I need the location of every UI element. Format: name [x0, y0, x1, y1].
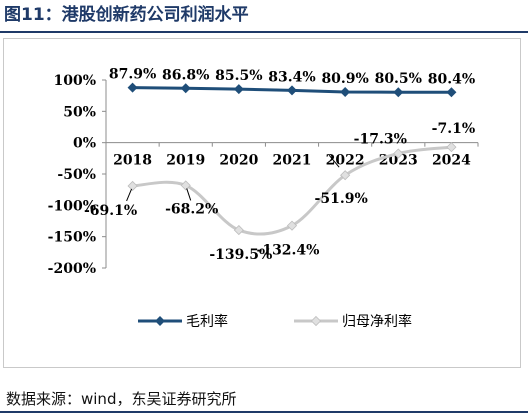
y-tick-label: -200%: [48, 261, 96, 277]
leader-line: [328, 154, 340, 168]
y-tick-label: -50%: [57, 167, 96, 183]
y-tick-label: -100%: [48, 198, 96, 214]
net-margin-point: [233, 225, 244, 236]
gross-margin-point: [127, 82, 138, 93]
x-tick-label: 2021: [273, 153, 312, 169]
net-margin-data-label: -69.1%: [84, 203, 137, 219]
gross-margin-point: [446, 87, 457, 98]
y-tick-label: 0%: [73, 136, 96, 152]
net-margin-point: [180, 180, 191, 191]
x-tick-label: 2018: [113, 153, 152, 169]
y-tick-label: 100%: [53, 73, 96, 89]
gross-margin-data-label: 85.5%: [215, 68, 262, 84]
source-divider: [0, 411, 528, 413]
gross-margin-data-label: 80.5%: [375, 71, 422, 87]
net-margin-point: [127, 180, 138, 192]
x-tick-label: 2019: [166, 153, 205, 169]
net-margin-data-label: -17.3%: [354, 132, 407, 148]
legend-swatch-marker: [310, 315, 322, 327]
net-margin-point: [340, 170, 351, 181]
net-margin-data-label: -51.9%: [315, 191, 368, 207]
gross-margin-data-label: 80.9%: [321, 71, 368, 87]
legend-swatch-marker: [155, 316, 165, 326]
x-tick-label: 2020: [219, 153, 258, 169]
gross-margin-data-label: 83.4%: [268, 69, 315, 85]
chart-frame: 100% 50% 0% -50% -100% -150% -200% 2018 2019 2020…: [3, 38, 521, 368]
net-margin-data-label: -68.2%: [165, 201, 218, 217]
title-divider: [0, 31, 528, 33]
y-tick-label: 50%: [63, 104, 96, 120]
x-tick-label: 2024: [432, 153, 471, 169]
x-tick-label: 2022: [326, 153, 365, 169]
gross-margin-point: [340, 86, 351, 97]
leader-line: [126, 188, 133, 202]
gross-margin-data-label: 86.8%: [162, 67, 209, 83]
gross-margin-point: [393, 87, 404, 98]
net-margin-data-label: -7.1%: [432, 121, 475, 137]
line-chart: 100% 50% 0% -50% -100% -150% -200% 2018 2019 2020…: [48, 67, 479, 330]
net-margin-point: [393, 148, 404, 159]
legend-label: 毛利率: [186, 313, 228, 330]
gross-margin-data-label: 80.4%: [428, 71, 475, 87]
legend-label: 归母净利率: [342, 313, 412, 330]
figure-title: 图11：港股创新药公司利润水平: [4, 5, 249, 25]
net-margin-data-label: -132.4%: [257, 243, 320, 259]
y-tick-label: -150%: [48, 230, 96, 246]
source-note: 数据来源：wind，东吴证券研究所: [6, 390, 237, 408]
gross-margin-point: [287, 85, 297, 96]
gross-margin-data-label: 87.9%: [109, 67, 156, 83]
net-margin-data-label: -139.5%: [209, 247, 272, 263]
gross-margin-point: [233, 84, 244, 95]
net-margin-point: [286, 220, 298, 231]
leader-line: [186, 188, 192, 201]
gross-margin-point: [180, 83, 191, 94]
net-margin-point: [446, 142, 457, 153]
